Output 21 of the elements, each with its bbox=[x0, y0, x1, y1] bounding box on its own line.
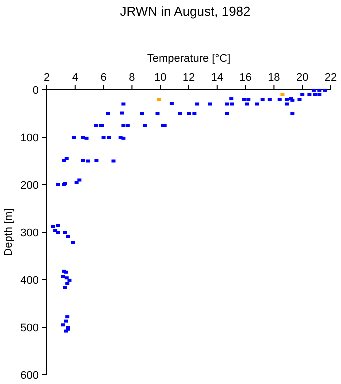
y-tick-label: 500 bbox=[20, 322, 39, 334]
x-tick-label: 16 bbox=[240, 72, 252, 84]
x-axis-title: Temperature [°C] bbox=[147, 53, 231, 65]
x-tick-label: 14 bbox=[211, 72, 224, 84]
x-tick-label: 6 bbox=[100, 72, 107, 84]
y-tick-label: 600 bbox=[20, 370, 39, 382]
x-tick-label: 12 bbox=[182, 72, 196, 84]
x-tick-label: 8 bbox=[129, 72, 136, 84]
x-tick-label: 20 bbox=[296, 72, 309, 84]
x-tick-label: 10 bbox=[154, 72, 167, 84]
y-tick-label: 300 bbox=[20, 228, 39, 240]
y-tick-label: 200 bbox=[20, 180, 39, 192]
y-tick-label: 0 bbox=[32, 85, 39, 97]
x-tick-label: 2 bbox=[44, 72, 50, 84]
y-tick-label: 100 bbox=[20, 132, 39, 144]
x-tick-label: 18 bbox=[268, 72, 280, 84]
y-tick-label: 400 bbox=[20, 275, 39, 287]
x-tick-label: 4 bbox=[72, 72, 78, 84]
x-tick-label: 22 bbox=[324, 72, 338, 84]
chart-title: JRWN in August, 1982 bbox=[120, 4, 251, 19]
y-axis-title: Depth [m] bbox=[3, 208, 15, 256]
